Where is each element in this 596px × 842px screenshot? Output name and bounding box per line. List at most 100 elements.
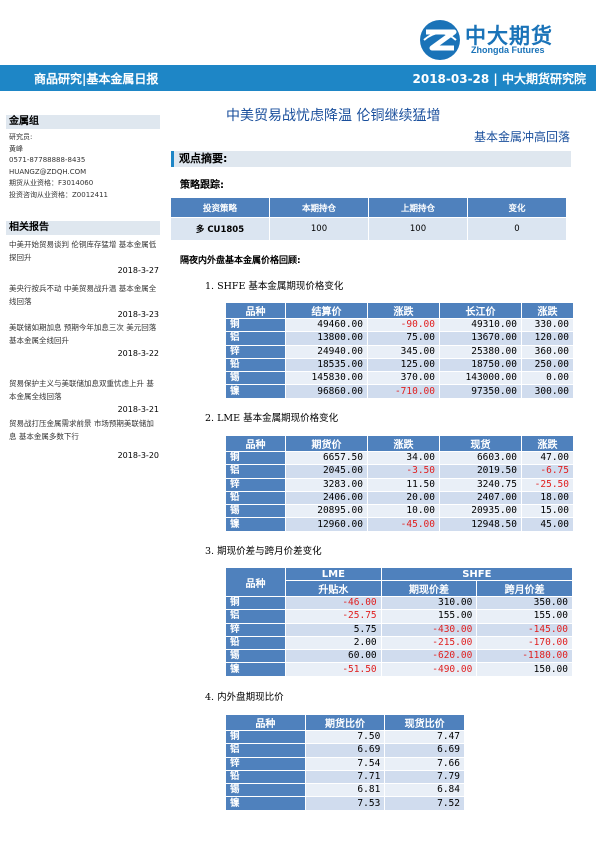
related-report-item[interactable]: 贸易战打压金属需求前景 市场预期美联储加息 基本金属多数下行 2018-3-20	[9, 419, 159, 460]
table-cell: 100	[269, 217, 369, 241]
table-cell: 13670.00	[439, 331, 522, 346]
table-row: 锌 3283.00 11.50 3240.75 -25.50	[225, 477, 574, 492]
related-report-item[interactable]: 中美开始贸易谈判 伦铜库存猛增 基本金属低探回升 2018-3-27	[9, 240, 159, 275]
table-row: 锌 5.75 -430.00 -145.00	[225, 622, 573, 637]
table-cell: -490.00	[380, 662, 478, 677]
table-header: 上期持仓	[368, 197, 468, 218]
table-header: 品种	[225, 302, 286, 319]
table-cell: 6603.00	[439, 450, 522, 466]
metal-name-cell: 镍	[225, 517, 286, 532]
section-heading: 2. LME 基本金属期现价格变化	[205, 413, 339, 424]
table-cell: -215.00	[380, 635, 478, 651]
report-subtitle: 基本金属冲高回落	[473, 130, 570, 144]
table-cell: 143000.00	[439, 371, 522, 386]
table-cell: 11.50	[367, 477, 440, 492]
contact-line: 0571-87788888-8435	[9, 156, 86, 164]
table-cell: -620.00	[380, 649, 478, 664]
related-reports-title: 相关报告	[6, 221, 160, 235]
table-row: 锡 20895.00 10.00 20935.00 15.00	[225, 504, 574, 519]
table-row: 多 CU1805 100 100 0	[170, 217, 567, 241]
table-cell: 6.81	[304, 783, 386, 798]
table-cell: -430.00	[380, 622, 478, 637]
metal-name-cell: 锡	[225, 504, 286, 519]
table-cell: 310.00	[380, 595, 478, 611]
metal-name-cell: 铅	[225, 769, 306, 785]
table-cell: -46.00	[285, 595, 382, 611]
contact-line: 黄峰	[9, 144, 23, 153]
related-report-item[interactable]: 美联储如期加息 预期今年加息三次 美元回落 基本金属全线回升 2018-3-22	[9, 323, 159, 358]
table-cell: 7.50	[304, 729, 386, 745]
table-header: 品种	[225, 567, 286, 597]
table-header: 本期持仓	[269, 197, 369, 218]
table-cell: 350.00	[476, 595, 573, 611]
related-report-item[interactable]: 美央行按兵不动 中美贸易战升温 基本金属全线回落 2018-3-23	[9, 284, 159, 319]
table-cell: -170.00	[476, 635, 573, 651]
table-cell: 5.75	[285, 622, 382, 637]
table-row: 镍 7.53 7.52	[225, 796, 465, 811]
related-report-item[interactable]: 贸易保护主义与美联储加息双重忧虑上升 基本金属全线回落 2018-3-21	[9, 379, 159, 414]
table-cell: 3283.00	[285, 477, 368, 492]
contact-email[interactable]: HUANGZ@ZDQH.COM	[9, 167, 87, 176]
table-row: 铅 2.00 -215.00 -170.00	[225, 635, 573, 651]
table-cell: -3.50	[367, 464, 440, 479]
metal-name-cell: 锌	[225, 622, 286, 637]
table-cell: 2019.50	[439, 464, 522, 479]
table-header: 升贴水	[285, 580, 382, 597]
table-cell: 330.00	[521, 317, 574, 333]
table-cell: 20935.00	[439, 504, 522, 519]
table-cell: 97350.00	[439, 384, 522, 399]
table-cell: 7.54	[304, 756, 386, 771]
table-cell: 345.00	[367, 344, 440, 359]
table-cell: 125.00	[367, 357, 440, 373]
report-date-source: 2018-03-28 | 中大期货研究院	[412, 72, 587, 86]
table-cell: -51.50	[285, 662, 382, 677]
section-heading: 1. SHFE 基本金属期现价格变化	[205, 281, 344, 292]
table-row: 锡 145830.00 370.00 143000.00 0.00	[225, 371, 574, 386]
section-heading: 4. 内外盘期现比价	[205, 692, 284, 703]
table-row: 铅 18535.00 125.00 18750.00 250.00	[225, 357, 574, 373]
table-cell: -25.75	[285, 609, 382, 624]
table-cell: -710.00	[367, 384, 440, 399]
table-cell: -6.75	[521, 464, 574, 479]
company-logo: 中大期货 Zhongda Futures	[418, 18, 578, 62]
table-cell: 49310.00	[439, 317, 522, 333]
table-row: 铝 2045.00 -3.50 2019.50 -6.75	[225, 464, 574, 479]
table-header: 涨跌	[367, 302, 440, 319]
table-header: 期货价	[285, 435, 368, 452]
table-cell: 6657.50	[285, 450, 368, 466]
analyst-contact: 研究员: 黄峰 0571-87788888-8435 HUANGZ@ZDQH.C…	[9, 132, 108, 201]
table-cell: -25.50	[521, 477, 574, 492]
metal-name-cell: 铝	[225, 609, 286, 624]
table-header: 品种	[225, 714, 306, 731]
metal-name-cell: 锌	[225, 344, 286, 359]
table-header: 品种	[225, 435, 286, 452]
header-banner: 商品研究|基本金属日报 2018-03-28 | 中大期货研究院	[0, 65, 596, 91]
table-cell: 45.00	[521, 517, 574, 532]
table-cell: 7.66	[384, 756, 465, 771]
table-cell: 155.00	[476, 609, 573, 624]
metal-name-cell: 铝	[225, 464, 286, 479]
spread-table: 品种 LME SHFE 升贴水 期现价差 跨月价差铜 -46.00 310.00 350.00 铝…	[225, 567, 574, 677]
table-header: 结算价	[285, 302, 368, 319]
table-row: 镍 12960.00 -45.00 12948.50 45.00	[225, 517, 574, 532]
table-row: 铜 -46.00 310.00 350.00	[225, 595, 573, 611]
table-cell: 2406.00	[285, 490, 368, 506]
table-cell: 18.00	[521, 490, 574, 506]
table-cell: 6.69	[304, 743, 386, 758]
table-header: 投资策略	[170, 197, 270, 218]
table-header: 涨跌	[521, 302, 574, 319]
strategy-heading: 策略跟踪:	[180, 180, 224, 191]
table-cell: 10.00	[367, 504, 440, 519]
table-cell: 7.71	[304, 769, 386, 785]
metal-name-cell: 铜	[225, 729, 306, 745]
table-cell: 120.00	[521, 331, 574, 346]
table-row: 铅 2406.00 20.00 2407.00 18.00	[225, 490, 574, 506]
table-row: 铝 -25.75 155.00 155.00	[225, 609, 573, 624]
table-cell: 6.84	[384, 783, 465, 798]
table-cell: 250.00	[521, 357, 574, 373]
table-cell: 300.00	[521, 384, 574, 399]
table-header: 现货	[439, 435, 522, 452]
section-heading: 3. 期现价差与跨月价差变化	[205, 546, 322, 557]
table-cell: 75.00	[367, 331, 440, 346]
metal-name-cell: 锌	[225, 756, 306, 771]
